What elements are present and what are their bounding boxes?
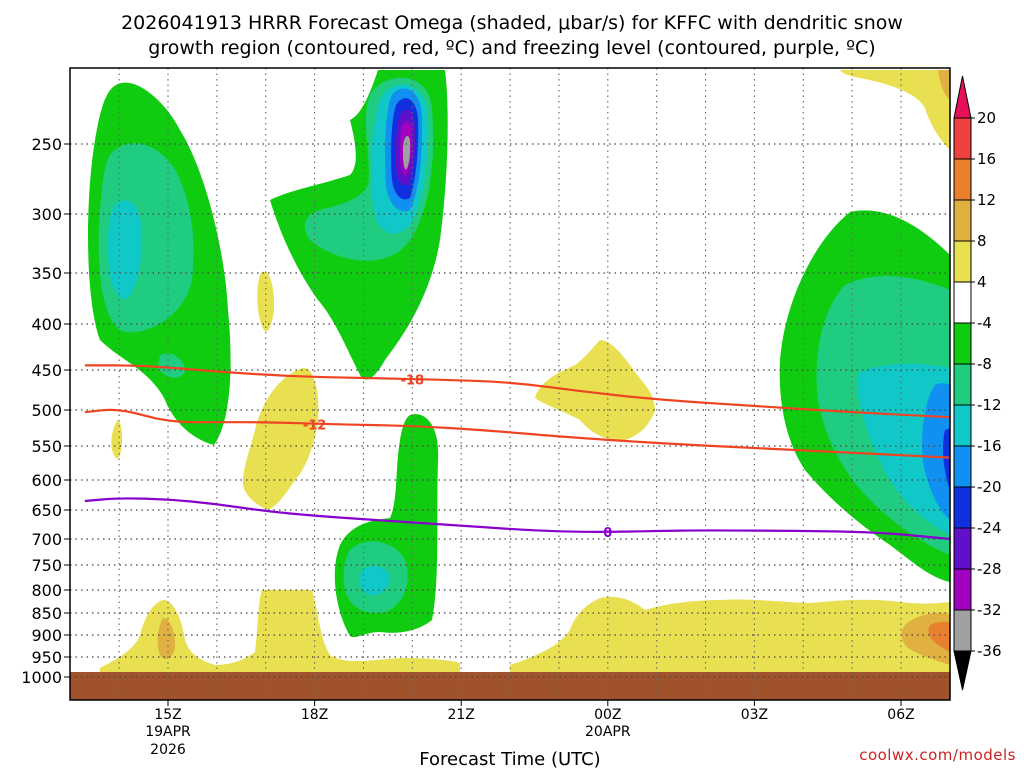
subsidence-yellow-upper-right: [840, 70, 950, 150]
colorbar-label: 12: [977, 191, 996, 209]
pressure-tick-label: 450: [31, 361, 62, 380]
pressure-tick-label: 550: [31, 437, 62, 456]
colorbar-label: 16: [977, 150, 996, 168]
pressure-tick-label: 300: [31, 205, 62, 224]
pressure-tick-label: 600: [31, 471, 62, 490]
pressure-tick-label: 350: [31, 264, 62, 283]
pressure-tick-label: 850: [31, 604, 62, 623]
subsidence-darkorange-right: [928, 621, 950, 652]
subsidence-yellow-small: [257, 271, 275, 332]
updraft-cyan-left: [108, 200, 143, 300]
omega-shaded-field: [70, 70, 950, 700]
plot-frame: [69, 67, 951, 701]
time-tick-label: 15Z: [154, 707, 181, 723]
pressure-tick-label: 250: [31, 135, 62, 154]
time-tick-label: 00Z: [594, 707, 621, 723]
pressure-tick-label: 650: [31, 501, 62, 520]
pressure-tick-label: 950: [31, 648, 62, 667]
colorbar-label: 4: [977, 273, 987, 291]
contour-label: -18: [401, 374, 425, 389]
subsidence-orange-left: [157, 618, 176, 660]
date-label: 19APR: [145, 724, 191, 740]
pressure-tick-label: 900: [31, 626, 62, 645]
colorbar-label: 20: [977, 109, 996, 127]
pressure-tick-label: 400: [31, 315, 62, 334]
pressure-axis: 250 300 350 400 450 500 550 600 650 700 750 800 850 9…: [21, 135, 70, 687]
time-tick-label: 06Z: [887, 707, 914, 723]
x-axis-title: Forecast Time (UTC): [419, 749, 600, 768]
subsidence-yellow-mid: [242, 368, 319, 510]
colorbar-label: -4: [977, 314, 992, 332]
time-tick-label: 03Z: [741, 707, 768, 723]
colorbar-swatch: [953, 199, 972, 242]
colorbar-swatch: [953, 486, 972, 529]
pressure-tick-label: 500: [31, 401, 62, 420]
credit-text: coolwx.com/models: [859, 746, 1016, 764]
colorbar-swatch: [953, 445, 972, 488]
colorbar-label: -16: [977, 437, 1002, 455]
colorbar-swatch: [953, 609, 972, 652]
colorbar-label: -12: [977, 396, 1002, 414]
colorbar-swatch: [953, 322, 972, 365]
gridlines: [70, 68, 950, 700]
colorbar-label: -20: [977, 478, 1002, 496]
colorbar-swatch: [953, 527, 972, 570]
updraft-cyan-left-small: [158, 353, 185, 378]
time-tick-label: 21Z: [447, 707, 474, 723]
chart-title-line-2: growth region (contoured, red, ºC) and f…: [148, 37, 875, 59]
contour-label: -12: [303, 418, 327, 433]
subsidence-orange-upper-right: [938, 70, 950, 100]
subsidence-yellow-2230Z: [535, 340, 655, 441]
colorbar-bottom-triangle: [953, 650, 972, 691]
colorbar-label: -8: [977, 355, 992, 373]
omega-colorbar: 20 16 12 8 4 -4 -8 -12 -16 -20 -24 -28 -32 -36: [953, 75, 1002, 691]
colorbar-label: -28: [977, 560, 1002, 578]
pressure-tick-label: 750: [31, 556, 62, 575]
colorbar-swatch: [953, 158, 972, 201]
colorbar-swatch: [953, 568, 972, 611]
colorbar-swatch: [953, 404, 972, 447]
time-tick-label: 18Z: [301, 707, 328, 723]
colorbar-label: -36: [977, 642, 1002, 660]
contour-label: 0: [603, 526, 612, 541]
chart-title-line-1: 2026041913 HRRR Forecast Omega (shaded, …: [121, 12, 903, 34]
contour-line: [84, 364, 950, 419]
year-label: 2026: [150, 742, 186, 758]
temperature-contours: -18 -12 0: [84, 364, 950, 541]
pressure-tick-label: 1000: [21, 668, 62, 687]
colorbar-top-triangle: [953, 75, 972, 119]
colorbar-label: -32: [977, 601, 1002, 619]
pressure-tick-label: 700: [31, 530, 62, 549]
colorbar-swatch: [953, 363, 972, 406]
date-label: 20APR: [585, 724, 631, 740]
contour-line: [84, 408, 950, 459]
colorbar-label: 8: [977, 232, 987, 250]
colorbar-label: -24: [977, 519, 1002, 537]
colorbar-swatch: [953, 281, 972, 324]
pressure-tick-label: 800: [31, 581, 62, 600]
updraft-cyan-lower: [359, 566, 390, 596]
colorbar-swatch: [953, 117, 972, 160]
updraft-darkblue-right: [943, 428, 950, 490]
colorbar-swatch: [953, 240, 972, 283]
contour-line: [84, 497, 950, 541]
subsidence-yellow-surface-left: [100, 590, 460, 672]
updraft-gray-core: [403, 135, 411, 170]
